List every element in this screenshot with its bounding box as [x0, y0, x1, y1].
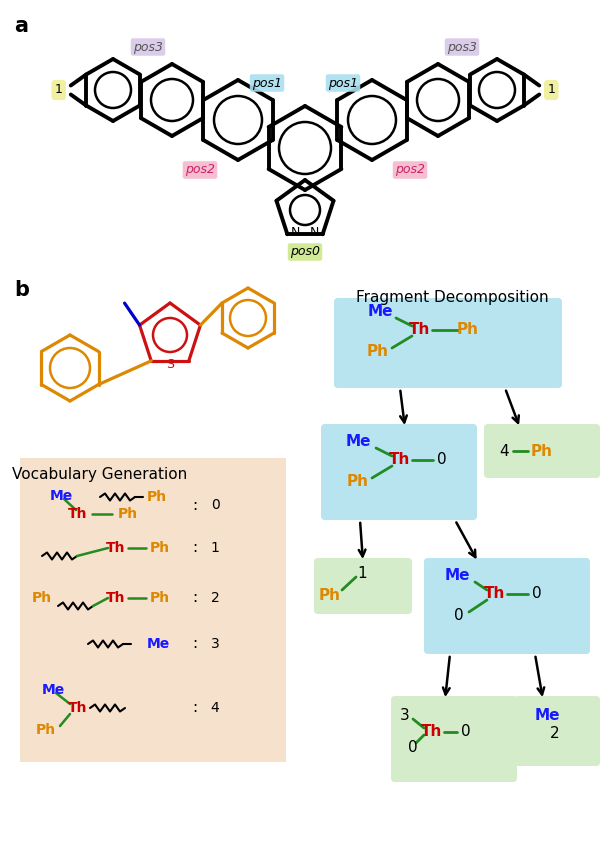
FancyBboxPatch shape	[484, 424, 600, 478]
Text: Th: Th	[484, 587, 506, 601]
Text: :: :	[192, 637, 198, 651]
Text: pos2: pos2	[185, 164, 215, 177]
Text: N: N	[291, 226, 300, 239]
Text: pos1: pos1	[252, 76, 282, 89]
Text: Th: Th	[389, 452, 411, 468]
Text: Me: Me	[147, 637, 170, 651]
Text: Me: Me	[367, 305, 393, 319]
FancyBboxPatch shape	[391, 696, 517, 782]
Text: Me: Me	[50, 489, 73, 503]
Text: Ph: Ph	[531, 444, 553, 458]
Text: 1: 1	[547, 83, 555, 96]
Text: Ph: Ph	[147, 490, 167, 504]
Text: Ph: Ph	[150, 591, 170, 605]
Text: 4: 4	[210, 701, 220, 715]
Text: 0: 0	[437, 452, 447, 468]
Text: 1: 1	[210, 541, 220, 555]
Text: Me: Me	[534, 708, 560, 722]
Text: Ph: Ph	[347, 474, 369, 490]
Text: Ph: Ph	[150, 541, 170, 555]
FancyBboxPatch shape	[321, 424, 477, 520]
Text: Th: Th	[409, 323, 431, 337]
Text: b: b	[14, 280, 29, 300]
Text: Ph: Ph	[319, 588, 341, 602]
Text: 2: 2	[210, 591, 220, 605]
Text: 0: 0	[210, 498, 220, 512]
Text: 0: 0	[461, 724, 471, 740]
Text: 4: 4	[499, 444, 509, 458]
FancyBboxPatch shape	[424, 558, 590, 654]
Text: Ph: Ph	[32, 591, 52, 605]
Text: 2: 2	[550, 727, 560, 741]
Text: Ph: Ph	[36, 723, 56, 737]
Text: 0: 0	[532, 587, 542, 601]
FancyBboxPatch shape	[20, 458, 286, 762]
Text: :: :	[192, 498, 198, 512]
Text: pos1: pos1	[328, 76, 358, 89]
Text: Ph: Ph	[457, 323, 479, 337]
Text: :: :	[192, 700, 198, 716]
Text: 0: 0	[547, 84, 555, 97]
Text: Th: Th	[68, 507, 88, 521]
Text: 3: 3	[210, 637, 220, 651]
Text: 1: 1	[357, 566, 367, 582]
Text: Me: Me	[42, 683, 65, 697]
FancyBboxPatch shape	[514, 696, 600, 766]
Text: 1: 1	[55, 83, 63, 96]
Text: :: :	[192, 590, 198, 606]
Text: Th: Th	[106, 591, 126, 605]
FancyBboxPatch shape	[334, 298, 562, 388]
Text: Ph: Ph	[118, 507, 138, 521]
Text: Fragment Decomposition: Fragment Decomposition	[356, 290, 548, 305]
Text: pos3: pos3	[133, 40, 163, 53]
Text: 0: 0	[408, 740, 418, 754]
Text: Vocabulary Generation: Vocabulary Generation	[12, 467, 188, 482]
Text: S: S	[166, 359, 174, 372]
FancyBboxPatch shape	[314, 558, 412, 614]
Text: N: N	[310, 226, 319, 239]
Text: Me: Me	[444, 569, 470, 583]
Text: a: a	[14, 16, 28, 36]
Text: 0: 0	[454, 608, 464, 624]
Text: Th: Th	[106, 541, 126, 555]
Text: Th: Th	[68, 701, 88, 715]
Text: Ph: Ph	[367, 345, 389, 360]
Text: 0: 0	[55, 84, 63, 97]
Text: Me: Me	[345, 434, 371, 450]
Text: pos0: pos0	[290, 245, 320, 258]
Text: pos2: pos2	[395, 164, 425, 177]
Text: pos3: pos3	[447, 40, 477, 53]
Text: 3: 3	[400, 709, 410, 723]
Text: Th: Th	[422, 724, 443, 740]
Text: :: :	[192, 541, 198, 555]
